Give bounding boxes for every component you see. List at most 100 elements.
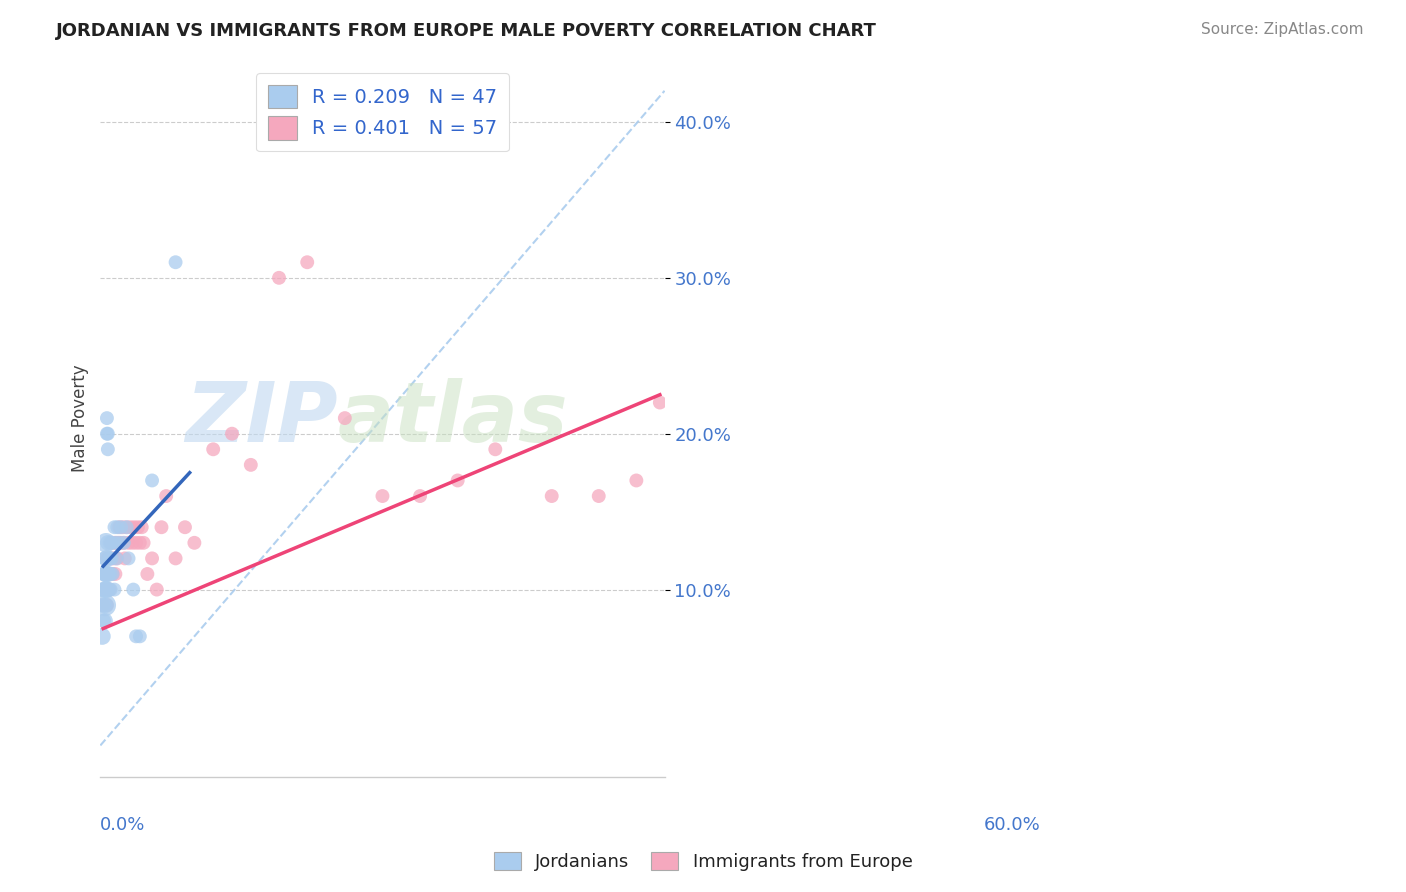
Point bbox=[136, 566, 159, 581]
Point bbox=[91, 598, 114, 612]
Text: 0.0%: 0.0% bbox=[100, 816, 146, 834]
Point bbox=[371, 489, 394, 503]
Point bbox=[98, 536, 121, 550]
Point bbox=[115, 520, 138, 534]
Point bbox=[98, 582, 121, 597]
Point bbox=[97, 582, 120, 597]
Point bbox=[97, 566, 120, 581]
Point bbox=[132, 536, 155, 550]
Point bbox=[108, 520, 131, 534]
Point bbox=[111, 520, 134, 534]
Point bbox=[97, 442, 120, 457]
Point bbox=[127, 520, 149, 534]
Point bbox=[91, 582, 114, 597]
Point bbox=[409, 489, 432, 503]
Point bbox=[94, 582, 117, 597]
Point bbox=[98, 551, 121, 566]
Point bbox=[105, 520, 128, 534]
Point bbox=[100, 582, 122, 597]
Point bbox=[96, 426, 118, 441]
Point bbox=[94, 566, 117, 581]
Legend: Jordanians, Immigrants from Europe: Jordanians, Immigrants from Europe bbox=[486, 845, 920, 879]
Point bbox=[120, 520, 142, 534]
Point bbox=[117, 536, 139, 550]
Text: JORDANIAN VS IMMIGRANTS FROM EUROPE MALE POVERTY CORRELATION CHART: JORDANIAN VS IMMIGRANTS FROM EUROPE MALE… bbox=[56, 22, 877, 40]
Point bbox=[93, 614, 115, 628]
Point bbox=[333, 411, 356, 425]
Point bbox=[103, 582, 125, 597]
Point bbox=[94, 598, 117, 612]
Point bbox=[94, 566, 117, 581]
Point bbox=[96, 598, 118, 612]
Point bbox=[107, 536, 129, 550]
Point bbox=[110, 520, 132, 534]
Point bbox=[122, 520, 145, 534]
Point bbox=[100, 551, 122, 566]
Point bbox=[484, 442, 506, 457]
Point bbox=[100, 551, 122, 566]
Point bbox=[100, 536, 122, 550]
Point bbox=[93, 582, 115, 597]
Point bbox=[103, 520, 125, 534]
Point bbox=[540, 489, 562, 503]
Point bbox=[128, 536, 150, 550]
Text: 60.0%: 60.0% bbox=[984, 816, 1040, 834]
Point bbox=[221, 426, 243, 441]
Point bbox=[155, 489, 177, 503]
Point bbox=[165, 255, 187, 269]
Text: ZIP: ZIP bbox=[184, 377, 337, 458]
Point bbox=[297, 255, 319, 269]
Point bbox=[141, 551, 163, 566]
Point bbox=[98, 566, 121, 581]
Text: Source: ZipAtlas.com: Source: ZipAtlas.com bbox=[1201, 22, 1364, 37]
Point bbox=[115, 520, 138, 534]
Point bbox=[447, 474, 470, 488]
Point bbox=[112, 536, 135, 550]
Point bbox=[94, 614, 117, 628]
Point bbox=[94, 582, 117, 597]
Point bbox=[96, 566, 118, 581]
Point bbox=[103, 551, 125, 566]
Point bbox=[105, 551, 128, 566]
Point bbox=[94, 598, 117, 612]
Point bbox=[94, 582, 117, 597]
Point bbox=[174, 520, 197, 534]
Point bbox=[91, 598, 114, 612]
Point bbox=[128, 629, 150, 643]
Point bbox=[97, 536, 120, 550]
Point bbox=[93, 566, 115, 581]
Point bbox=[103, 536, 125, 550]
Point bbox=[150, 520, 173, 534]
Point bbox=[97, 566, 120, 581]
Text: atlas: atlas bbox=[337, 377, 568, 458]
Y-axis label: Male Poverty: Male Poverty bbox=[72, 364, 89, 472]
Point bbox=[97, 582, 120, 597]
Point bbox=[97, 551, 120, 566]
Point bbox=[131, 520, 153, 534]
Point bbox=[183, 536, 205, 550]
Point bbox=[122, 582, 145, 597]
Point bbox=[165, 551, 187, 566]
Point bbox=[105, 551, 128, 566]
Point bbox=[100, 566, 122, 581]
Point bbox=[146, 582, 169, 597]
Point bbox=[94, 536, 117, 550]
Point bbox=[202, 442, 225, 457]
Point bbox=[588, 489, 610, 503]
Point bbox=[104, 566, 127, 581]
Point bbox=[100, 536, 122, 550]
Point bbox=[93, 551, 115, 566]
Point bbox=[125, 629, 148, 643]
Point bbox=[97, 426, 120, 441]
Point bbox=[141, 474, 163, 488]
Point bbox=[105, 536, 128, 550]
Point bbox=[91, 629, 114, 643]
Point bbox=[112, 536, 135, 550]
Point bbox=[648, 395, 671, 409]
Point bbox=[267, 270, 290, 285]
Point bbox=[101, 566, 124, 581]
Point bbox=[101, 566, 124, 581]
Point bbox=[94, 566, 117, 581]
Point bbox=[104, 536, 127, 550]
Legend: R = 0.209   N = 47, R = 0.401   N = 57: R = 0.209 N = 47, R = 0.401 N = 57 bbox=[256, 73, 509, 152]
